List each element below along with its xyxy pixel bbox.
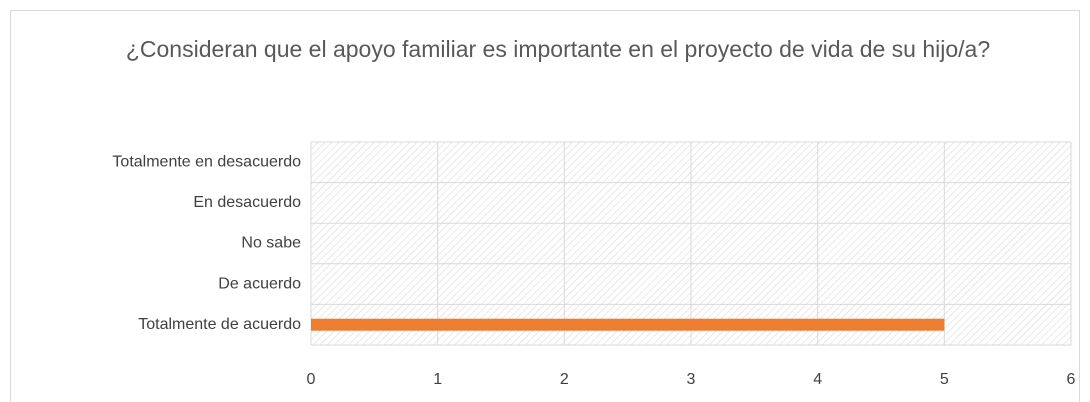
x-tick-label: 6 bbox=[1067, 371, 1076, 388]
y-tick-label: De acuerdo bbox=[218, 275, 301, 292]
x-tick-label: 2 bbox=[560, 371, 569, 388]
bar bbox=[311, 318, 945, 331]
x-tick-label: 1 bbox=[433, 371, 442, 388]
y-tick-label: Totalmente en desacuerdo bbox=[112, 154, 301, 171]
y-tick-label: No sabe bbox=[241, 235, 301, 252]
x-tick-label: 3 bbox=[687, 371, 696, 388]
chart-border bbox=[10, 10, 1080, 402]
x-tick-label: 4 bbox=[813, 371, 822, 388]
x-tick-label: 0 bbox=[307, 371, 316, 388]
chart-title: ¿Consideran que el apoyo familiar es imp… bbox=[125, 36, 991, 62]
y-tick-label: En desacuerdo bbox=[193, 194, 301, 211]
y-tick-label: Totalmente de acuerdo bbox=[138, 316, 301, 333]
x-tick-label: 5 bbox=[940, 371, 949, 388]
